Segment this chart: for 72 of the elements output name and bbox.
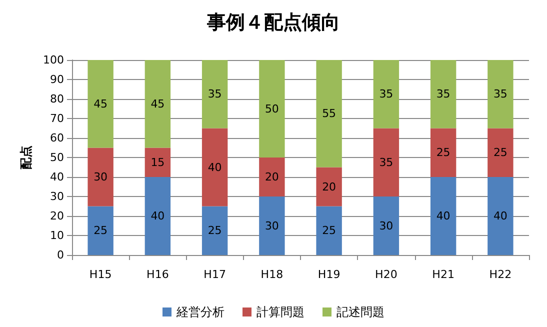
bar bbox=[88, 206, 114, 255]
y-axis-title: 配点 bbox=[19, 146, 34, 170]
data-label: 45 bbox=[94, 97, 108, 110]
bar bbox=[430, 128, 456, 177]
bar bbox=[88, 60, 114, 148]
y-tick-label: 20 bbox=[50, 210, 64, 222]
bar bbox=[144, 148, 171, 177]
data-label: 30 bbox=[379, 219, 394, 232]
y-tick-label: 100 bbox=[43, 54, 64, 66]
x-tick-label: H15 bbox=[89, 268, 112, 281]
legend-label: 計算問題 bbox=[256, 305, 304, 319]
data-label: 25 bbox=[493, 146, 508, 160]
data-label: 30 bbox=[94, 170, 108, 184]
bar bbox=[430, 177, 456, 255]
data-label: 55 bbox=[322, 107, 336, 120]
bar bbox=[316, 167, 342, 206]
bar bbox=[488, 177, 514, 255]
data-label: 25 bbox=[322, 224, 336, 238]
data-label: 35 bbox=[208, 88, 222, 101]
bar bbox=[373, 60, 400, 128]
x-tick-label: H20 bbox=[375, 268, 398, 281]
y-tick-label: 80 bbox=[50, 92, 64, 106]
bar bbox=[430, 60, 456, 128]
bar bbox=[316, 206, 342, 255]
bar bbox=[202, 128, 228, 206]
data-label: 20 bbox=[322, 180, 336, 194]
y-tick-label: 70 bbox=[50, 112, 64, 125]
y-tick-label: 40 bbox=[50, 170, 64, 184]
data-label: 25 bbox=[436, 146, 450, 160]
y-tick-label: 50 bbox=[50, 151, 64, 164]
legend-label: 記述問題 bbox=[336, 305, 384, 319]
y-tick-label: 30 bbox=[50, 190, 64, 203]
data-label: 35 bbox=[436, 88, 450, 101]
data-label: 25 bbox=[208, 224, 222, 238]
x-tick-label: H18 bbox=[260, 268, 284, 281]
y-tick-label: 90 bbox=[50, 73, 64, 86]
data-label: 40 bbox=[208, 160, 222, 174]
data-label: 45 bbox=[150, 97, 165, 110]
y-tick-label: 10 bbox=[50, 229, 64, 242]
bar bbox=[144, 177, 171, 255]
bar bbox=[88, 148, 114, 206]
bar bbox=[144, 60, 171, 148]
data-label: 40 bbox=[493, 210, 508, 222]
bar bbox=[488, 128, 514, 177]
bar bbox=[488, 60, 514, 128]
bar bbox=[202, 206, 228, 255]
bar bbox=[259, 60, 285, 158]
bar bbox=[259, 158, 285, 196]
bar bbox=[316, 60, 342, 168]
y-tick-label: 0 bbox=[57, 248, 64, 262]
x-tick-label: H17 bbox=[204, 268, 226, 281]
data-label: 40 bbox=[436, 210, 450, 222]
bar bbox=[373, 128, 400, 196]
x-tick-label: H21 bbox=[432, 268, 454, 281]
y-tick-label: 60 bbox=[50, 132, 64, 144]
data-label: 35 bbox=[379, 88, 394, 101]
data-label: 30 bbox=[264, 219, 279, 232]
bar bbox=[259, 196, 285, 255]
data-label: 15 bbox=[150, 156, 165, 169]
data-label: 50 bbox=[264, 102, 279, 116]
bar bbox=[373, 196, 400, 255]
data-label: 40 bbox=[150, 210, 165, 222]
chart-title: 事例４配点傾向 bbox=[206, 12, 340, 34]
x-tick-label: H22 bbox=[489, 268, 512, 281]
bar bbox=[202, 60, 228, 128]
x-tick-label: H19 bbox=[318, 268, 340, 281]
x-tick-label: H16 bbox=[146, 268, 169, 281]
data-label: 35 bbox=[379, 156, 394, 169]
data-label: 20 bbox=[264, 170, 279, 184]
data-label: 35 bbox=[493, 88, 508, 101]
data-label: 25 bbox=[94, 224, 108, 238]
legend-label: 経営分析 bbox=[176, 305, 224, 319]
